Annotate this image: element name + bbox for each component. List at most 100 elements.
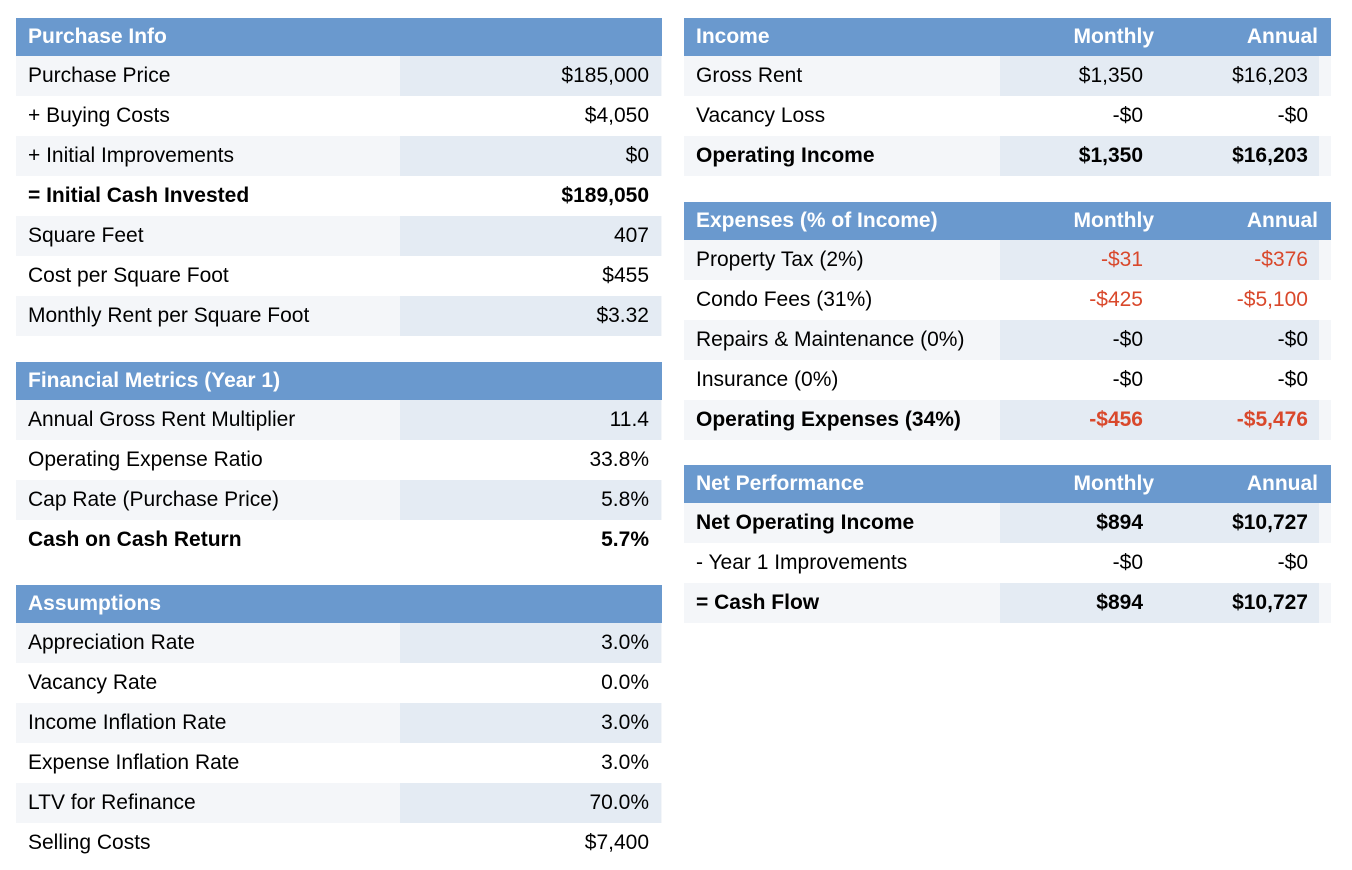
income-header: Income Monthly Annual xyxy=(684,18,1331,56)
row-value: 0.0% xyxy=(601,671,649,694)
table-row-total: = Initial Cash Invested $189,050 xyxy=(16,176,662,216)
row-label: + Initial Improvements xyxy=(28,144,235,167)
annual-value: -$0 xyxy=(1277,551,1308,574)
row-label: Operating Expenses (34%) xyxy=(696,408,961,431)
column-header-monthly: Monthly xyxy=(1073,209,1154,232)
panel-title: Financial Metrics (Year 1) xyxy=(28,369,281,392)
annual-value: $10,727 xyxy=(1155,583,1319,623)
monthly-value: -$456 xyxy=(1000,400,1155,440)
table-row: Insurance (0%) -$0 -$0 xyxy=(684,360,1331,400)
table-row: Operating Expense Ratio 33.8% xyxy=(16,440,662,480)
table-row-total: = Cash Flow $894 $10,727 xyxy=(684,583,1331,623)
table-row: Vacancy Loss -$0 -$0 xyxy=(684,96,1331,136)
column-header-annual: Annual xyxy=(1246,209,1318,232)
row-label: Appreciation Rate xyxy=(28,631,195,654)
row-label: Gross Rent xyxy=(696,64,803,87)
assumptions-header: Assumptions xyxy=(16,585,662,623)
financial-metrics-panel: Financial Metrics (Year 1) Annual Gross … xyxy=(16,362,662,560)
table-row: Purchase Price $185,000 xyxy=(16,56,662,96)
row-value: 5.7% xyxy=(601,528,649,551)
row-label: Insurance (0%) xyxy=(696,368,839,391)
annual-value: -$0 xyxy=(1277,368,1308,391)
table-row: Cost per Square Foot $455 xyxy=(16,256,662,296)
annual-value: $10,727 xyxy=(1155,503,1319,543)
table-row: LTV for Refinance 70.0% xyxy=(16,783,662,823)
purchase-info-panel: Purchase Info Purchase Price $185,000 + … xyxy=(16,18,662,336)
row-label: LTV for Refinance xyxy=(28,791,196,814)
assumptions-panel: Assumptions Appreciation Rate 3.0% Vacan… xyxy=(16,585,662,863)
monthly-value: -$0 xyxy=(1112,551,1143,574)
row-label: Cap Rate (Purchase Price) xyxy=(28,488,279,511)
annual-value: -$376 xyxy=(1155,240,1319,280)
table-row-total: Operating Expenses (34%) -$456 -$5,476 xyxy=(684,400,1331,440)
annual-value: -$0 xyxy=(1155,320,1319,360)
row-value: 3.0% xyxy=(601,751,649,774)
panel-title: Assumptions xyxy=(28,592,162,615)
panel-title: Expenses (% of Income) xyxy=(696,209,938,232)
purchase-info-header: Purchase Info xyxy=(16,18,662,56)
row-label: Cash on Cash Return xyxy=(28,528,242,551)
row-label: Expense Inflation Rate xyxy=(28,751,240,774)
table-row: Square Feet 407 xyxy=(16,216,662,256)
annual-value: $16,203 xyxy=(1155,136,1319,176)
row-value: 407 xyxy=(400,216,661,256)
row-value: 70.0% xyxy=(400,783,661,823)
annual-value: -$5,476 xyxy=(1155,400,1319,440)
table-row: + Buying Costs $4,050 xyxy=(16,96,662,136)
row-value: 11.4 xyxy=(400,400,661,440)
net-performance-panel: Net Performance Monthly Annual Net Opera… xyxy=(684,465,1331,623)
monthly-value: -$0 xyxy=(1112,104,1143,127)
income-panel: Income Monthly Annual Gross Rent $1,350 … xyxy=(684,18,1331,176)
table-row-total: Net Operating Income $894 $10,727 xyxy=(684,503,1331,543)
panel-title: Income xyxy=(696,25,770,48)
row-value: $189,050 xyxy=(561,184,649,207)
table-row: Appreciation Rate 3.0% xyxy=(16,623,662,663)
row-value: 3.0% xyxy=(400,623,661,663)
column-header-annual: Annual xyxy=(1246,472,1318,495)
row-label: Net Operating Income xyxy=(696,511,915,534)
row-label: - Year 1 Improvements xyxy=(696,551,908,574)
row-value: $7,400 xyxy=(584,831,649,854)
monthly-value: $894 xyxy=(1000,503,1155,543)
row-label: Property Tax (2%) xyxy=(696,248,864,271)
row-value: 5.8% xyxy=(400,480,661,520)
annual-value: $16,203 xyxy=(1155,56,1319,96)
panel-title: Purchase Info xyxy=(28,25,167,48)
monthly-value: -$425 xyxy=(1089,288,1143,311)
row-label: Income Inflation Rate xyxy=(28,711,227,734)
row-label: Repairs & Maintenance (0%) xyxy=(696,328,965,351)
expenses-header: Expenses (% of Income) Monthly Annual xyxy=(684,202,1331,240)
row-value: 33.8% xyxy=(589,448,649,471)
annual-value: -$5,100 xyxy=(1236,288,1308,311)
row-label: + Buying Costs xyxy=(28,104,170,127)
column-header-annual: Annual xyxy=(1246,25,1318,48)
table-row: Vacancy Rate 0.0% xyxy=(16,663,662,703)
table-row: - Year 1 Improvements -$0 -$0 xyxy=(684,543,1331,583)
row-value: $455 xyxy=(602,264,649,287)
row-label: Purchase Price xyxy=(28,64,171,87)
table-row: Expense Inflation Rate 3.0% xyxy=(16,743,662,783)
row-label: = Cash Flow xyxy=(696,591,820,614)
row-label: Selling Costs xyxy=(28,831,151,854)
row-label: Operating Expense Ratio xyxy=(28,448,263,471)
row-value: $4,050 xyxy=(584,104,649,127)
monthly-value: $1,350 xyxy=(1000,136,1155,176)
row-label: Cost per Square Foot xyxy=(28,264,229,287)
row-label: Condo Fees (31%) xyxy=(696,288,873,311)
table-row: Income Inflation Rate 3.0% xyxy=(16,703,662,743)
row-label: Monthly Rent per Square Foot xyxy=(28,304,310,327)
panel-title: Net Performance xyxy=(696,472,865,495)
table-row: Annual Gross Rent Multiplier 11.4 xyxy=(16,400,662,440)
table-row: Selling Costs $7,400 xyxy=(16,823,662,863)
row-label: Square Feet xyxy=(28,224,144,247)
column-header-monthly: Monthly xyxy=(1073,25,1154,48)
row-label: Vacancy Rate xyxy=(28,671,158,694)
row-value: $185,000 xyxy=(400,56,661,96)
row-value: $0 xyxy=(400,136,661,176)
table-row: Repairs & Maintenance (0%) -$0 -$0 xyxy=(684,320,1331,360)
row-label: Annual Gross Rent Multiplier xyxy=(28,408,296,431)
row-label: Operating Income xyxy=(696,144,875,167)
financial-metrics-header: Financial Metrics (Year 1) xyxy=(16,362,662,400)
row-label: = Initial Cash Invested xyxy=(28,184,250,207)
monthly-value: $1,350 xyxy=(1000,56,1155,96)
